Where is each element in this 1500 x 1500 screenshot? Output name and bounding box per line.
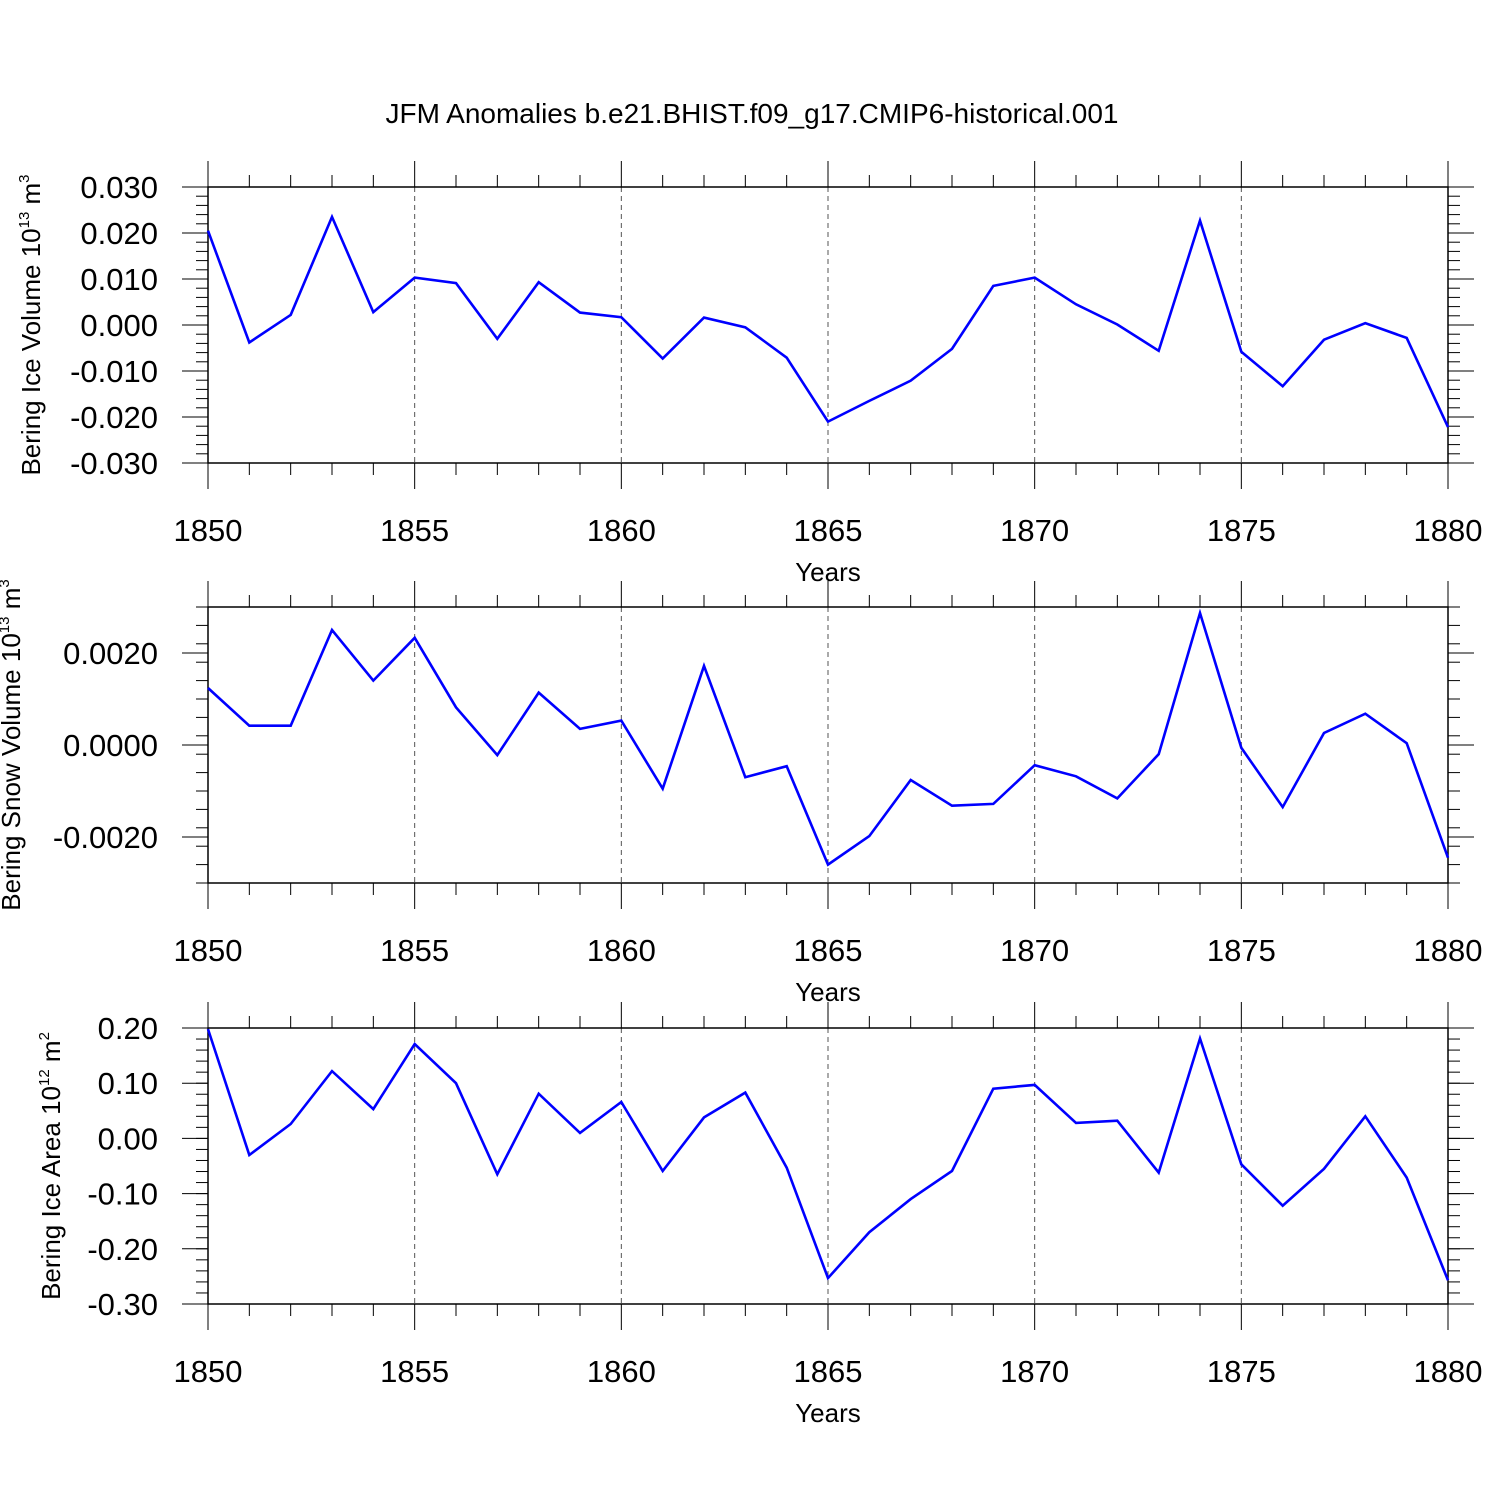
x-tick-label: 1865 [794,933,863,968]
y-tick-label: 0.000 [80,308,158,343]
series-line [206,1028,1450,1281]
chart-panel-1: -0.030 -0.020 -0.010 0.000 0.010 0.020 0.030 18… [16,161,1482,587]
y-tick-label: -0.20 [87,1232,158,1267]
x-tick-label: 1855 [380,933,449,968]
chart-title: JFM Anomalies b.e21.BHIST.f09_g17.CMIP6-… [385,98,1118,129]
y-tick-label: 0.010 [80,262,158,297]
y-tick-label: 0.0000 [63,728,158,763]
y-axis-label: Bering Ice Area 1012 m2 [36,1032,66,1300]
series-line [207,608,1450,867]
y-tick-label: -0.010 [70,354,158,389]
x-tick-label: 1875 [1207,513,1276,548]
chart-panel-3: -0.30 -0.20 -0.10 0.00 0.10 0.20 1850 1855 1860 1… [36,1002,1482,1428]
y-tick-label: -0.30 [87,1287,158,1322]
x-tick-label: 1850 [174,513,243,548]
x-tick-label: 1855 [380,1354,449,1389]
series-line [206,213,1450,428]
y-tick-label: -0.020 [70,400,158,435]
x-tick-label: 1870 [1000,513,1069,548]
chart-panel-2: -0.0020 0.0000 0.0020 1850 1855 1860 1865 1870 1… [0,579,1482,1007]
y-tick-label: 0.0020 [63,636,158,671]
y-axis-label: Bering Ice Volume 1013 m3 [16,174,46,475]
x-tick-label: 1860 [587,933,656,968]
x-tick-label: 1875 [1207,933,1276,968]
x-tick-label: 1860 [587,1354,656,1389]
y-tick-label: 0.00 [98,1121,158,1156]
y-tick-label: 0.20 [98,1011,158,1046]
x-tick-label: 1870 [1000,1354,1069,1389]
x-tick-label: 1850 [174,1354,243,1389]
x-tick-label: 1880 [1414,1354,1483,1389]
x-tick-label: 1880 [1414,513,1483,548]
x-tick-label: 1875 [1207,1354,1276,1389]
x-tick-label: 1855 [380,513,449,548]
x-tick-label: 1880 [1414,933,1483,968]
y-axis-label: Bering Snow Volume 1013 m3 [0,579,26,910]
y-tick-label: -0.0020 [53,820,158,855]
x-tick-label: 1865 [794,513,863,548]
panels: -0.030 -0.020 -0.010 0.000 0.010 0.020 0.030 18… [0,161,1482,1428]
x-axis-label: Years [795,1398,861,1428]
x-tick-label: 1865 [794,1354,863,1389]
x-tick-label: 1860 [587,513,656,548]
x-tick-label: 1870 [1000,933,1069,968]
y-tick-label: -0.10 [87,1177,158,1212]
x-tick-label: 1850 [174,933,243,968]
y-tick-label: 0.10 [98,1066,158,1101]
y-tick-label: 0.030 [80,170,158,205]
y-tick-label: 0.020 [80,216,158,251]
y-tick-label: -0.030 [70,446,158,481]
